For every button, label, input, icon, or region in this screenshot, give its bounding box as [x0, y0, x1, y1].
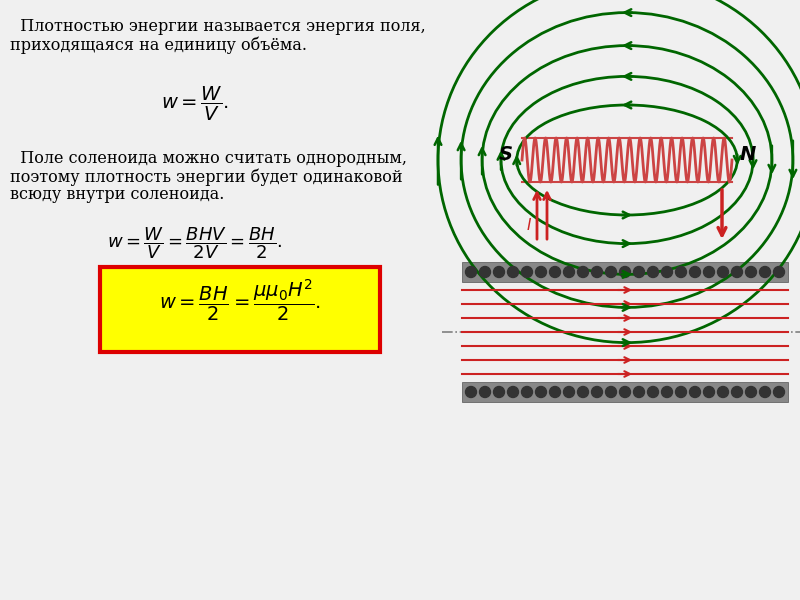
Circle shape — [563, 266, 574, 277]
Circle shape — [494, 386, 505, 397]
Circle shape — [606, 386, 617, 397]
Text: Плотностью энергии называется энергия поля,: Плотностью энергии называется энергия по… — [10, 18, 426, 35]
Circle shape — [591, 266, 602, 277]
Circle shape — [535, 266, 546, 277]
Circle shape — [619, 386, 630, 397]
Circle shape — [746, 386, 757, 397]
Circle shape — [675, 266, 686, 277]
Circle shape — [731, 266, 742, 277]
Circle shape — [718, 386, 729, 397]
Text: $w = \dfrac{W}{V} = \dfrac{BHV}{2V} = \dfrac{BH}{2}.$: $w = \dfrac{W}{V} = \dfrac{BHV}{2V} = \d… — [107, 225, 282, 260]
Circle shape — [746, 266, 757, 277]
Circle shape — [479, 266, 490, 277]
FancyBboxPatch shape — [100, 267, 380, 352]
Circle shape — [675, 386, 686, 397]
Circle shape — [690, 266, 701, 277]
Circle shape — [522, 266, 533, 277]
Circle shape — [703, 266, 714, 277]
Bar — [462, 382, 788, 402]
Circle shape — [731, 386, 742, 397]
Text: S: S — [499, 145, 513, 164]
Circle shape — [550, 386, 561, 397]
Circle shape — [634, 266, 645, 277]
Circle shape — [578, 266, 589, 277]
Circle shape — [466, 266, 477, 277]
Circle shape — [774, 266, 785, 277]
Text: $w = \dfrac{BH}{2} = \dfrac{\mu\mu_0 H^2}{2}.$: $w = \dfrac{BH}{2} = \dfrac{\mu\mu_0 H^2… — [159, 277, 321, 323]
Circle shape — [606, 266, 617, 277]
Text: приходящаяся на единицу объёма.: приходящаяся на единицу объёма. — [10, 37, 307, 55]
Circle shape — [647, 386, 658, 397]
Circle shape — [718, 266, 729, 277]
Circle shape — [466, 386, 477, 397]
Text: N: N — [740, 145, 756, 164]
Circle shape — [774, 386, 785, 397]
Text: поэтому плотность энергии будет одинаковой: поэтому плотность энергии будет одинаков… — [10, 168, 402, 185]
Circle shape — [759, 386, 770, 397]
Circle shape — [578, 386, 589, 397]
Circle shape — [494, 266, 505, 277]
Text: Поле соленоида можно считать однородным,: Поле соленоида можно считать однородным, — [10, 150, 407, 167]
Circle shape — [479, 386, 490, 397]
Text: I: I — [526, 218, 531, 233]
Circle shape — [619, 266, 630, 277]
Circle shape — [535, 386, 546, 397]
Circle shape — [703, 386, 714, 397]
Circle shape — [647, 266, 658, 277]
Text: $w = \dfrac{W}{V}.$: $w = \dfrac{W}{V}.$ — [161, 85, 229, 123]
Circle shape — [634, 386, 645, 397]
Circle shape — [522, 386, 533, 397]
Circle shape — [550, 266, 561, 277]
Circle shape — [563, 386, 574, 397]
Text: всюду внутри соленоида.: всюду внутри соленоида. — [10, 186, 224, 203]
Circle shape — [591, 386, 602, 397]
Circle shape — [690, 386, 701, 397]
Circle shape — [759, 266, 770, 277]
Bar — [462, 262, 788, 282]
Circle shape — [507, 266, 518, 277]
Circle shape — [507, 386, 518, 397]
Circle shape — [662, 266, 673, 277]
Circle shape — [662, 386, 673, 397]
